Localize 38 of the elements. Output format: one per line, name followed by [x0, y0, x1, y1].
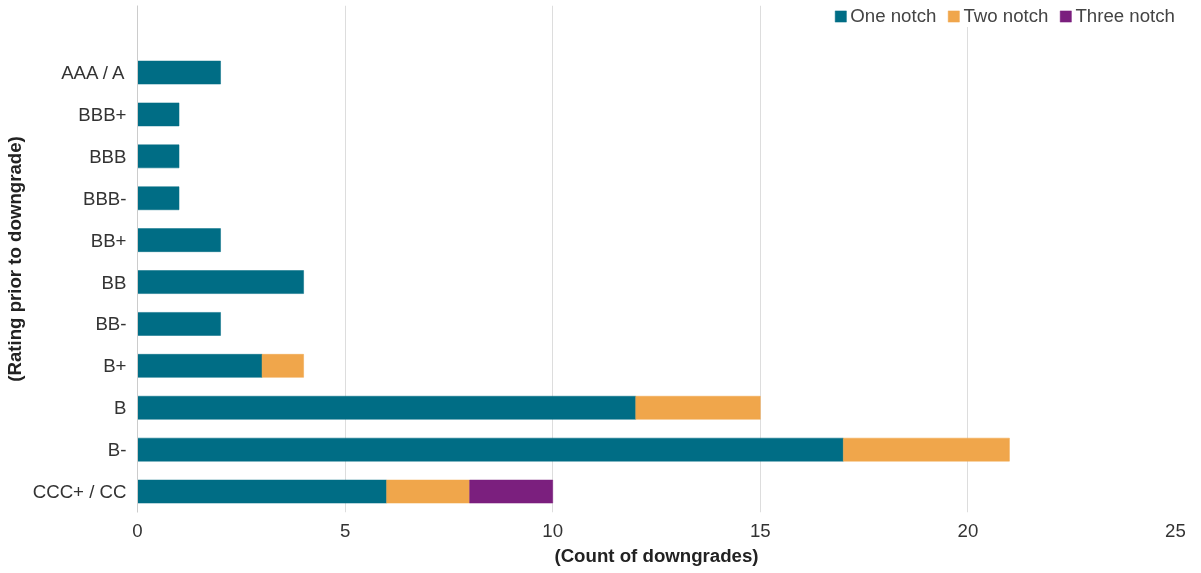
y-tick-label: BBB+ — [78, 103, 127, 125]
x-tick-label: 15 — [749, 519, 771, 541]
y-tick-label: B — [114, 397, 127, 419]
x-axis-title: (Count of downgrades) — [554, 544, 759, 566]
bar — [261, 354, 304, 378]
bar — [137, 144, 180, 169]
x-tick-label: 0 — [132, 519, 143, 541]
bar — [137, 479, 387, 504]
bar — [386, 479, 470, 504]
bar — [137, 395, 636, 420]
bar — [137, 437, 844, 462]
legend-label: Three notch — [1075, 5, 1175, 27]
bar — [137, 186, 180, 211]
y-tick-label: BB+ — [90, 229, 127, 251]
bar — [635, 395, 761, 420]
bar — [137, 60, 221, 85]
y-tick-label: B+ — [103, 355, 127, 377]
y-tick-label: CCC+ / CC — [32, 481, 127, 503]
y-tick-label: BB — [101, 271, 127, 293]
bar — [137, 312, 221, 336]
x-tick-label: 25 — [1165, 519, 1186, 541]
x-tick-label: 5 — [339, 519, 351, 541]
y-axis-title: (Rating prior to downgrade) — [3, 136, 25, 382]
legend-label: One notch — [850, 5, 937, 27]
bar — [137, 354, 263, 378]
y-tick-label: BBB- — [82, 187, 127, 209]
y-tick-label: B- — [107, 439, 127, 461]
legend-label: Two notch — [963, 5, 1049, 27]
bar — [137, 228, 221, 252]
bar — [843, 437, 1010, 462]
bar — [469, 479, 553, 504]
y-tick-label: BB- — [95, 313, 127, 335]
bar — [137, 102, 180, 127]
y-tick-label: AAA / A — [61, 62, 125, 84]
x-tick-label: 10 — [542, 519, 564, 541]
x-tick-label: 20 — [957, 519, 979, 541]
bar — [137, 270, 304, 294]
y-tick-label: BBB — [89, 145, 127, 167]
